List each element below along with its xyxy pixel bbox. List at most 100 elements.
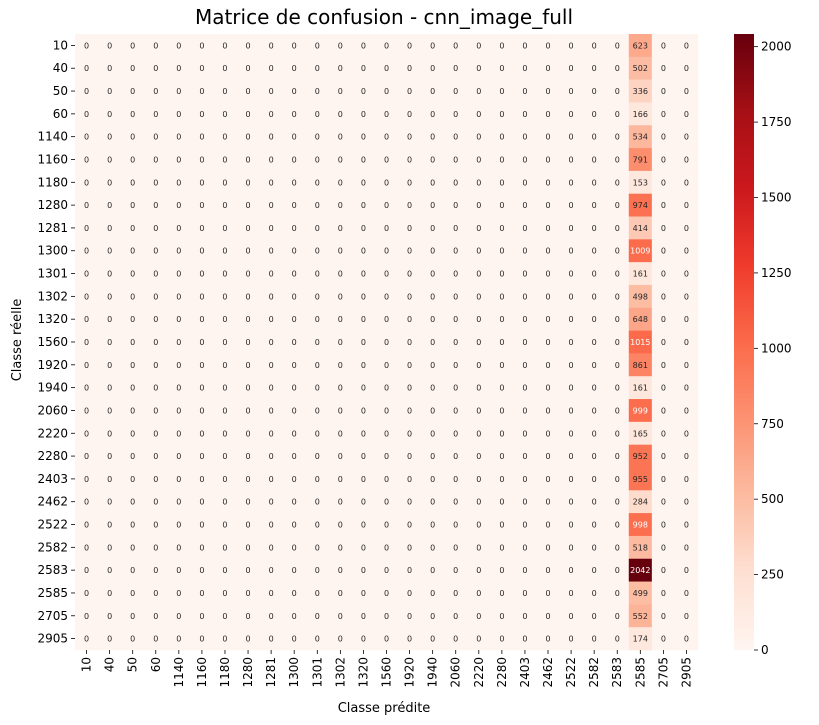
heatmap-cell	[467, 490, 491, 514]
cell-value-label: 0	[522, 498, 527, 507]
heatmap-cell	[213, 170, 237, 194]
cell-value-label: 0	[684, 406, 689, 415]
cell-value-label: 0	[615, 635, 620, 644]
heatmap-cell	[75, 444, 99, 468]
heatmap-cell	[190, 604, 214, 628]
y-tick-label: 2060	[37, 403, 68, 417]
cell-value-label: 0	[407, 64, 412, 73]
cell-value-label: 0	[522, 543, 527, 552]
heatmap-cell	[121, 513, 145, 537]
cell-value-label: 0	[246, 110, 251, 119]
cell-value-label: 0	[361, 521, 366, 530]
heatmap-cell	[213, 444, 237, 468]
heatmap-cell	[213, 490, 237, 514]
heatmap-cell	[213, 330, 237, 354]
heatmap-cell	[305, 558, 330, 582]
cell-value-label: 0	[453, 178, 458, 187]
cell-value-label: 0	[592, 224, 597, 233]
heatmap-cell	[121, 421, 145, 445]
cell-value-label: 0	[338, 429, 343, 438]
cell-value-label: 0	[361, 247, 366, 256]
cell-value-label: 0	[407, 110, 412, 119]
heatmap-cell	[513, 353, 537, 377]
cell-value-label: 0	[592, 338, 597, 347]
heatmap-cell	[398, 421, 422, 445]
heatmap-cell	[398, 535, 422, 560]
heatmap-cell	[351, 330, 376, 354]
heatmap-cell	[467, 421, 491, 445]
heatmap-cell	[651, 170, 676, 194]
cell-value-label: 0	[407, 133, 412, 142]
cell-value-label: 0	[569, 87, 574, 96]
heatmap-cell	[328, 399, 353, 423]
cell-value-label: 0	[661, 270, 666, 279]
heatmap-cell	[398, 125, 422, 149]
heatmap-cell	[328, 307, 353, 331]
heatmap-cell	[674, 284, 699, 309]
y-tick-label: 1920	[37, 358, 68, 372]
heatmap-cell	[75, 125, 99, 149]
heatmap-cell	[444, 307, 468, 331]
heatmap-cell	[374, 239, 399, 263]
cell-value-label: 0	[338, 178, 343, 187]
heatmap-cell	[144, 399, 168, 423]
heatmap-cell	[467, 399, 491, 423]
cell-value-label: 0	[661, 315, 666, 324]
heatmap-cell	[190, 239, 214, 263]
heatmap-cell	[536, 193, 560, 217]
cell-value-label: 0	[615, 589, 620, 598]
cell-value-label: 0	[453, 292, 458, 301]
cell-value-label: 0	[84, 155, 89, 164]
heatmap-cell	[674, 79, 699, 103]
cell-value-label: 0	[476, 270, 481, 279]
cell-value-label: 0	[592, 270, 597, 279]
heatmap-cell	[236, 627, 260, 651]
cell-value-label: 952	[633, 452, 648, 461]
heatmap-cell	[536, 79, 560, 103]
colorbar-tick-label: 250	[761, 568, 784, 582]
cell-value-label: 0	[661, 521, 666, 530]
heatmap-cell	[121, 490, 145, 514]
cell-value-label: 0	[269, 589, 274, 598]
heatmap-cell	[490, 558, 514, 582]
cell-value-label: 0	[361, 178, 366, 187]
heatmap-cell	[121, 79, 145, 103]
cell-value-label: 0	[522, 521, 527, 530]
heatmap-cell	[398, 307, 422, 331]
heatmap-cell	[605, 307, 630, 331]
cell-value-label: 0	[315, 41, 320, 50]
cell-value-label: 0	[107, 315, 112, 324]
heatmap-cell	[628, 307, 653, 331]
heatmap-cell	[536, 148, 560, 172]
heatmap-cell	[282, 148, 307, 172]
heatmap-cell	[259, 513, 283, 537]
heatmap-cell	[121, 148, 145, 172]
heatmap-cell	[536, 421, 560, 445]
cell-value-label: 974	[633, 201, 648, 210]
cell-value-label: 0	[569, 361, 574, 370]
cell-value-label: 0	[199, 224, 204, 233]
cell-value-label: 0	[84, 41, 89, 50]
heatmap-cell	[513, 193, 537, 217]
heatmap-cell	[674, 56, 699, 80]
cell-value-label: 0	[384, 475, 389, 484]
heatmap-cell	[98, 627, 122, 651]
heatmap-cell	[513, 467, 537, 491]
cell-value-label: 0	[130, 41, 135, 50]
heatmap-cell	[421, 467, 445, 491]
cell-value-label: 0	[569, 635, 574, 644]
heatmap-cell	[75, 421, 99, 445]
heatmap-cell	[190, 467, 214, 491]
heatmap-cell	[582, 627, 606, 651]
cell-value-label: 0	[499, 566, 504, 575]
heatmap-cell	[513, 79, 537, 103]
heatmap-cell	[605, 421, 630, 445]
cell-value-label: 0	[453, 64, 458, 73]
cell-value-label: 0	[615, 612, 620, 621]
cell-value-label: 0	[130, 521, 135, 530]
cell-value-label: 0	[430, 224, 435, 233]
cell-value-label: 0	[84, 521, 89, 530]
cell-value-label: 0	[592, 292, 597, 301]
cell-value-label: 0	[545, 384, 550, 393]
cell-value-label: 0	[661, 566, 666, 575]
